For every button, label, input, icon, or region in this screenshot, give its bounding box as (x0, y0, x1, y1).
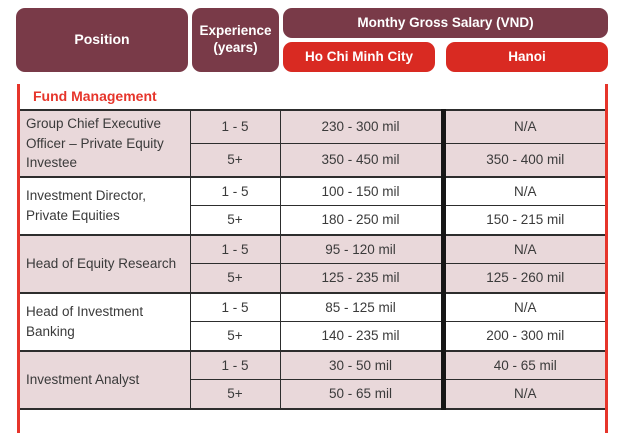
experience-cell: 1 - 5 (190, 175, 281, 206)
experience-cell: 1 - 5 (190, 291, 281, 322)
hcmc-salary-cell: 95 - 120 mil (280, 233, 446, 264)
table-row: 5+ 50 - 65 mil N/A (20, 379, 605, 409)
table-row: Investment Director, Private Equities 1 … (20, 175, 605, 235)
table-row: Head of Investment Banking 1 - 5 85 - 12… (20, 291, 605, 351)
fund-management-section: Fund Management Group Chief Executive Of… (17, 84, 608, 433)
hanoi-salary-cell: 200 - 300 mil (443, 321, 605, 351)
hanoi-salary-cell: N/A (443, 233, 605, 264)
hcmc-salary-cell: 125 - 235 mil (280, 263, 446, 293)
section-title: Fund Management (33, 88, 157, 104)
position-header-label: Position (74, 31, 130, 48)
hcmc-header-label: Ho Chi Minh City (305, 48, 413, 64)
salary-table: Group Chief Executive Officer – Private … (20, 109, 605, 410)
experience-cell: 5+ (190, 142, 281, 177)
hanoi-salary-cell: 350 - 400 mil (443, 142, 605, 177)
hanoi-salary-cell: N/A (443, 110, 605, 144)
hcmc-salary-cell: 50 - 65 mil (280, 379, 446, 409)
hanoi-salary-cell: N/A (443, 291, 605, 322)
table-row: Group Chief Executive Officer – Private … (20, 110, 605, 177)
hanoi-column-header: Hanoi (446, 42, 608, 72)
hanoi-salary-cell: 150 - 215 mil (443, 205, 605, 235)
position-column-header: Position (16, 8, 188, 72)
hcmc-salary-cell: 30 - 50 mil (280, 349, 446, 380)
hanoi-header-label: Hanoi (508, 48, 546, 64)
table-group: Investment Analyst 1 - 5 30 - 50 mil 40 … (20, 349, 605, 409)
experience-header-label: Experience (years) (199, 23, 272, 55)
table-row: Investment Analyst 1 - 5 30 - 50 mil 40 … (20, 349, 605, 409)
table-group: Group Chief Executive Officer – Private … (20, 110, 605, 177)
experience-cell: 5+ (190, 263, 281, 293)
hcmc-salary-cell: 85 - 125 mil (280, 291, 446, 322)
position-cell: Group Chief Executive Officer – Private … (20, 110, 191, 177)
hanoi-salary-cell: N/A (443, 379, 605, 409)
hcmc-salary-cell: 230 - 300 mil (280, 110, 446, 144)
table-group: Investment Director, Private Equities 1 … (20, 175, 605, 235)
hcmc-salary-cell: 180 - 250 mil (280, 205, 446, 235)
salary-group-header: Monthy Gross Salary (VND) (283, 8, 608, 38)
position-cell: Head of Equity Research (20, 233, 191, 293)
table-row: 5+ 350 - 450 mil 350 - 400 mil (20, 142, 605, 177)
experience-cell: 5+ (190, 379, 281, 409)
hanoi-salary-cell: N/A (443, 175, 605, 206)
hcmc-salary-cell: 140 - 235 mil (280, 321, 446, 351)
table-row: 5+ 140 - 235 mil 200 - 300 mil (20, 321, 605, 351)
hcmc-salary-cell: 350 - 450 mil (280, 142, 446, 177)
hcmc-salary-cell: 100 - 150 mil (280, 175, 446, 206)
hanoi-salary-cell: 125 - 260 mil (443, 263, 605, 293)
position-cell: Investment Analyst (20, 349, 191, 409)
table-row: 5+ 180 - 250 mil 150 - 215 mil (20, 205, 605, 235)
experience-cell: 5+ (190, 205, 281, 235)
hcmc-column-header: Ho Chi Minh City (283, 42, 435, 72)
hanoi-salary-cell: 40 - 65 mil (443, 349, 605, 380)
table-row: Head of Equity Research 1 - 5 95 - 120 m… (20, 233, 605, 293)
experience-cell: 1 - 5 (190, 349, 281, 380)
table-row: 5+ 125 - 235 mil 125 - 260 mil (20, 263, 605, 293)
table-group: Head of Equity Research 1 - 5 95 - 120 m… (20, 233, 605, 293)
experience-cell: 1 - 5 (190, 233, 281, 264)
experience-cell: 1 - 5 (190, 110, 281, 144)
experience-column-header: Experience (years) (192, 8, 279, 72)
position-cell: Head of Investment Banking (20, 291, 191, 351)
table-group: Head of Investment Banking 1 - 5 85 - 12… (20, 291, 605, 351)
experience-cell: 5+ (190, 321, 281, 351)
position-cell: Investment Director, Private Equities (20, 175, 191, 235)
salary-group-header-label: Monthy Gross Salary (VND) (357, 14, 534, 30)
